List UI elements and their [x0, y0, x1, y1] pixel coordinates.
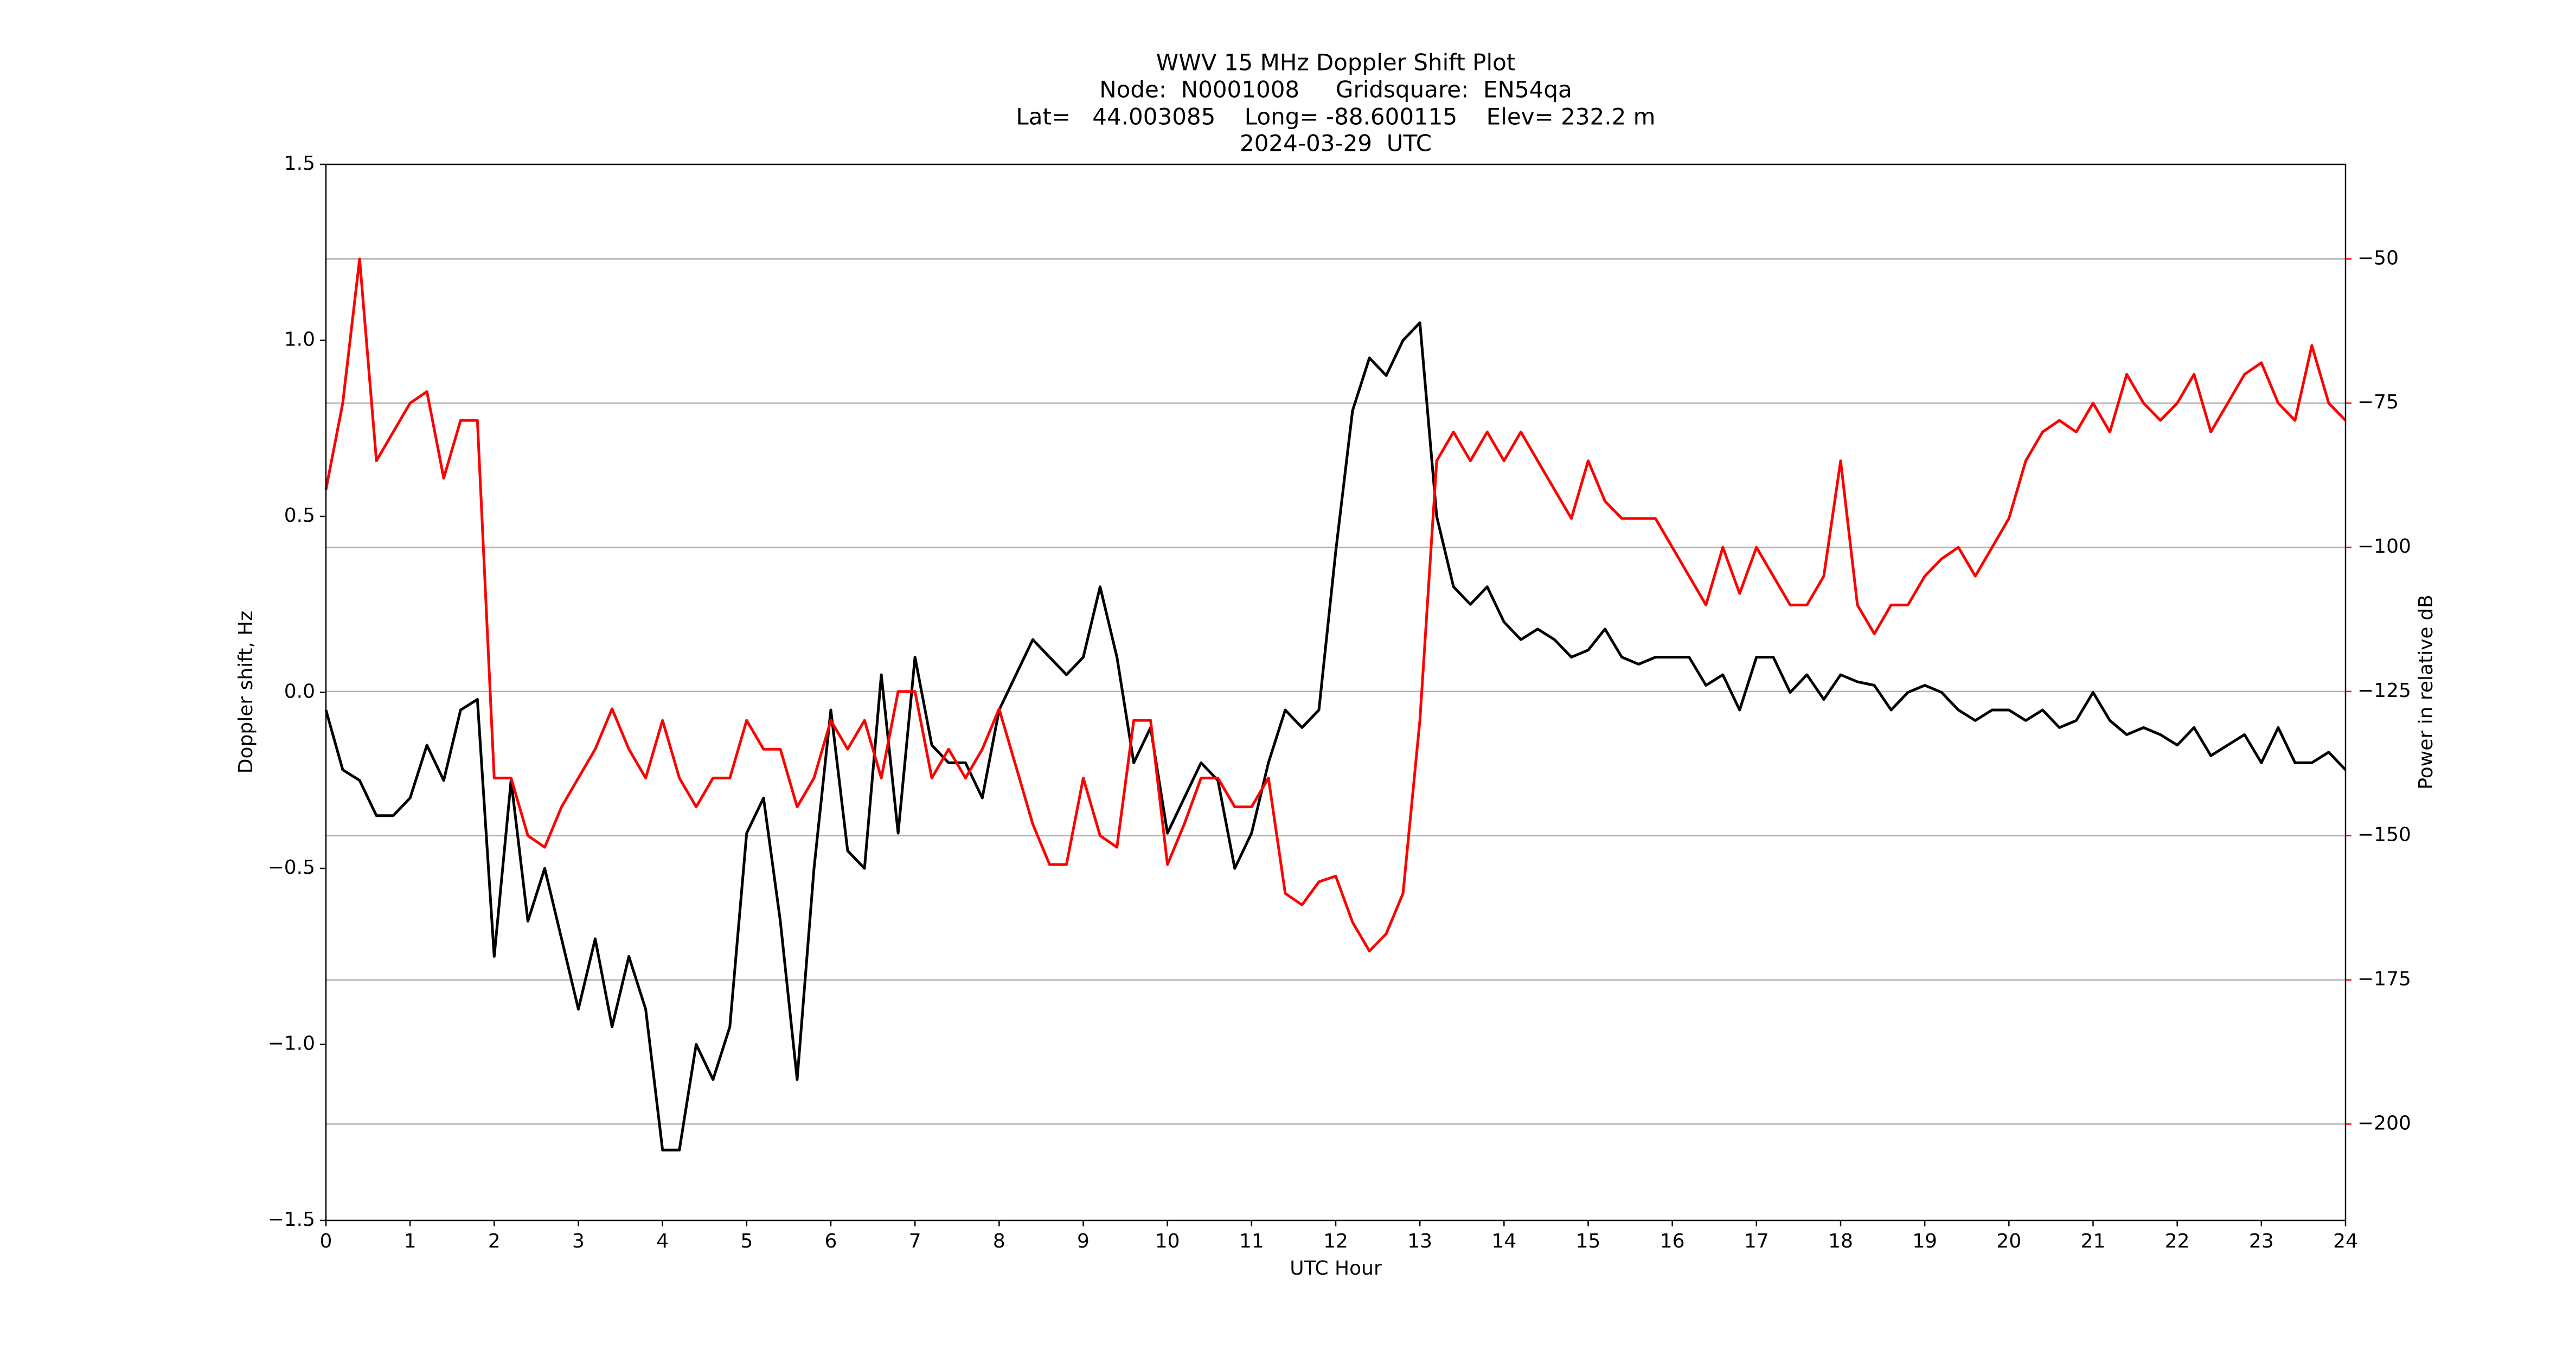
x-tick-label: 24 — [2333, 1230, 2358, 1252]
x-tick-label: 5 — [740, 1230, 753, 1252]
plot-frame — [325, 163, 2347, 1221]
x-tick-label: 17 — [1744, 1230, 1769, 1252]
x-tick-label: 21 — [2081, 1230, 2106, 1252]
x-tick-label: 4 — [656, 1230, 669, 1252]
y2-tick-label: −175 — [2357, 968, 2411, 990]
y-tick-label: −1.5 — [268, 1208, 315, 1231]
y2-tick-label: −150 — [2357, 824, 2411, 846]
x-tick-label: 15 — [1576, 1230, 1601, 1252]
x-axis-label: UTC Hour — [1290, 1257, 1382, 1280]
x-tick-label: 1 — [404, 1230, 416, 1252]
y-tick-label: 0.5 — [284, 504, 315, 527]
x-tick-label: 13 — [1407, 1230, 1432, 1252]
y2-tick-label: −125 — [2357, 680, 2411, 702]
y2-tick-label: −75 — [2357, 391, 2399, 413]
y-tick-label: 1.5 — [284, 152, 315, 175]
x-tick-label: 12 — [1323, 1230, 1348, 1252]
chart-subtitle: 2024-03-29 UTC — [1240, 130, 1432, 157]
x-tick-label: 11 — [1239, 1230, 1264, 1252]
x-tick-label: 8 — [993, 1230, 1005, 1252]
y2-axis-label: Power in relative dB — [2415, 594, 2437, 789]
x-tick-label: 7 — [909, 1230, 921, 1252]
x-tick-label: 22 — [2165, 1230, 2190, 1252]
x-tick-label: 9 — [1077, 1230, 1090, 1252]
x-tick-label: 6 — [825, 1230, 837, 1252]
x-tick-label: 20 — [1996, 1230, 2021, 1252]
y2-tick-label: −200 — [2357, 1112, 2411, 1134]
x-tick-label: 16 — [1660, 1230, 1685, 1252]
x-tick-label: 19 — [1912, 1230, 1937, 1252]
x-tick-label: 10 — [1155, 1230, 1180, 1252]
y-axis-label: Doppler shift, Hz — [235, 611, 257, 773]
chart-subtitle: Node: N0001008 Gridsquare: EN54qa — [1099, 76, 1572, 103]
data-line — [324, 257, 2347, 952]
x-tick-label: 3 — [572, 1230, 585, 1252]
y2-tick-label: −50 — [2357, 247, 2399, 269]
x-tick-label: 14 — [1491, 1230, 1516, 1252]
data-line — [324, 321, 2347, 1152]
y-tick-label: −1.0 — [268, 1033, 315, 1055]
chart-title: WWV 15 MHz Doppler Shift Plot — [1156, 49, 1516, 76]
y2-tick-label: −100 — [2357, 535, 2411, 558]
x-tick-label: 18 — [1828, 1230, 1853, 1252]
y-tick-label: 1.0 — [284, 329, 315, 351]
y-tick-label: −0.5 — [268, 856, 315, 879]
x-tick-label: 23 — [2249, 1230, 2274, 1252]
x-tick-label: 0 — [320, 1230, 332, 1252]
chart-subtitle: Lat= 44.003085 Long= -88.600115 Elev= 23… — [1016, 104, 1655, 130]
y-tick-label: 0.0 — [284, 681, 315, 703]
x-tick-label: 2 — [488, 1230, 501, 1252]
